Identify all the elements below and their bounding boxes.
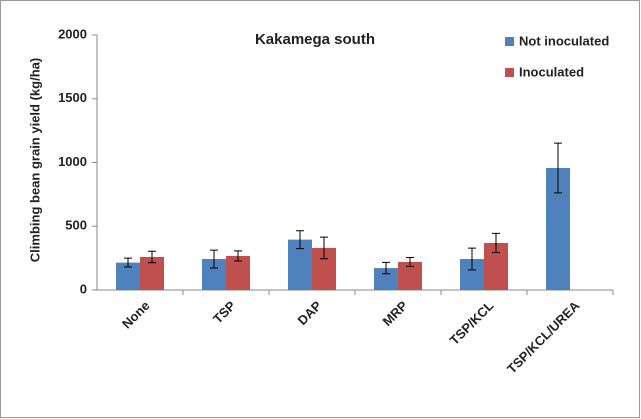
y-tick-label: 2000	[58, 26, 87, 41]
bar	[374, 268, 398, 290]
error-bar	[468, 247, 476, 271]
error-bar	[124, 257, 132, 268]
error-bar	[554, 142, 562, 194]
error-bar	[210, 249, 218, 269]
error-bar	[296, 230, 304, 250]
legend-swatch	[505, 68, 514, 77]
y-tick-label: 0	[80, 281, 87, 296]
y-tick-label: 1000	[58, 154, 87, 169]
error-bar	[148, 250, 156, 264]
error-bar	[382, 261, 390, 275]
legend-swatch	[505, 37, 514, 46]
legend-label: Inoculated	[519, 64, 584, 79]
error-bar	[320, 236, 328, 260]
legend-label: Not inoculated	[519, 33, 609, 48]
chart-title: Kakamega south	[255, 31, 375, 48]
y-tick-label: 500	[65, 218, 87, 233]
error-bar	[234, 250, 242, 262]
error-bar	[406, 256, 414, 267]
error-bar	[492, 232, 500, 254]
bar	[226, 255, 250, 290]
y-axis-label: Climbing bean grain yield (kg/ha)	[27, 58, 42, 262]
y-tick-label: 1500	[58, 90, 87, 105]
